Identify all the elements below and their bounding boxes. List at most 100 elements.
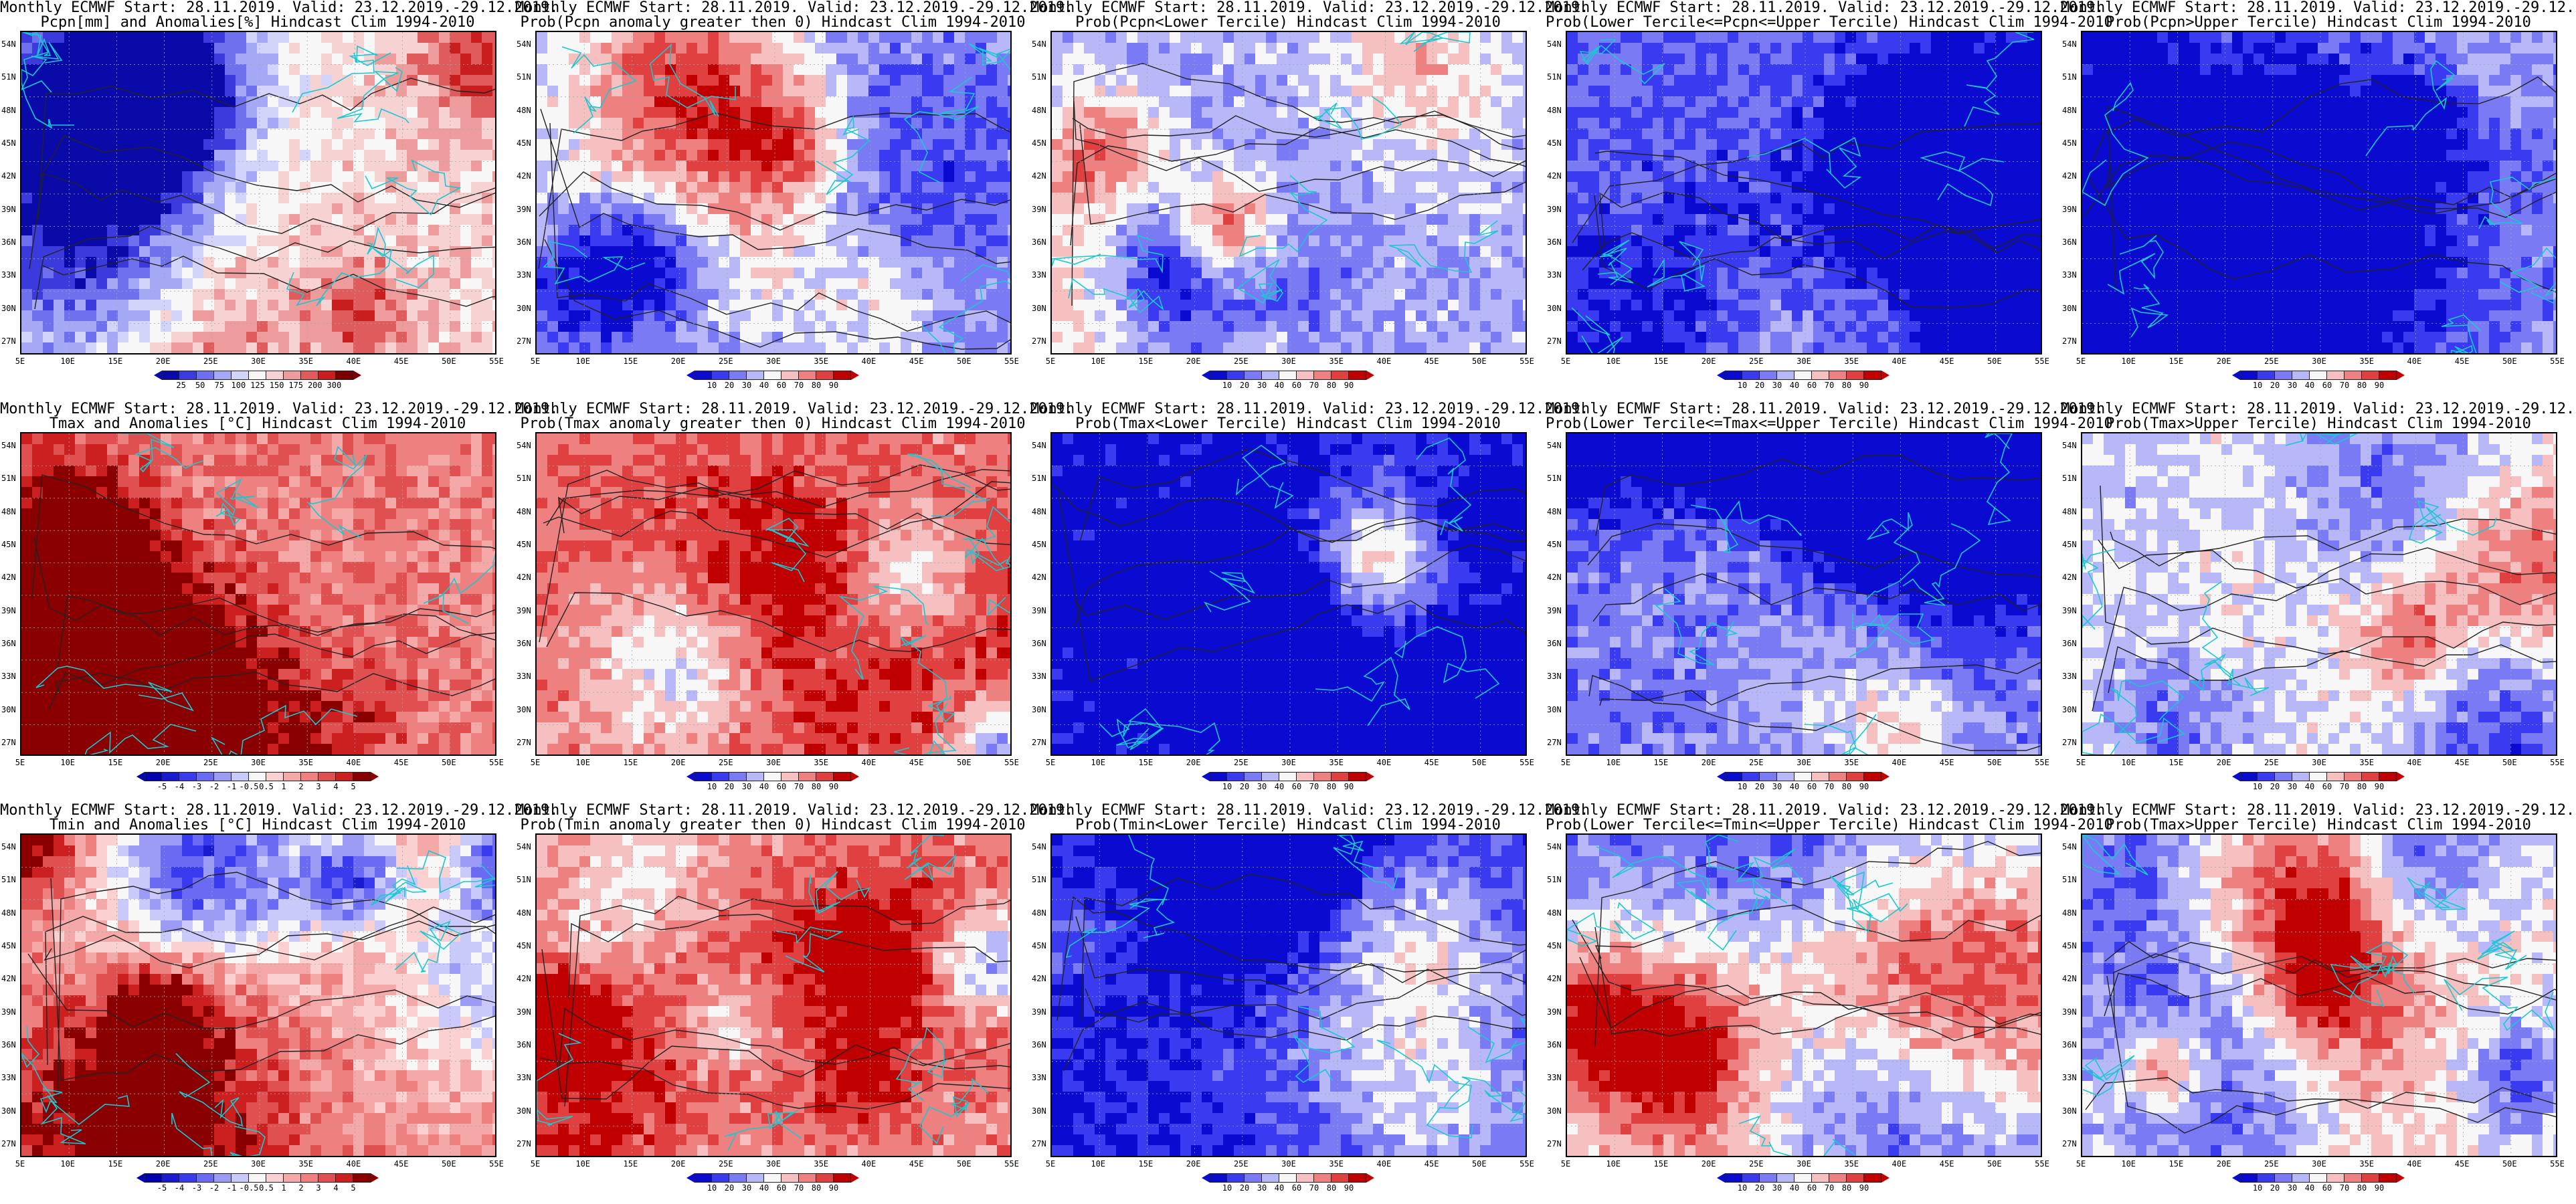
- lat-tick-label: 48N: [2062, 508, 2077, 516]
- lon-tick-label: 25E: [2264, 759, 2279, 767]
- lat-tick-label: 51N: [517, 474, 531, 482]
- lat-tick-label: 42N: [517, 573, 531, 581]
- lon-tick-label: 25E: [2264, 1160, 2279, 1168]
- lon-tick-label: 40E: [347, 1160, 361, 1168]
- colorbar-label: 60: [1292, 783, 1301, 791]
- lon-tick-label: 15E: [1139, 357, 1154, 365]
- lat-tick-label: 45N: [517, 139, 531, 147]
- colorbar-swatch: [2327, 371, 2344, 380]
- colorbar-label: -5: [157, 1184, 167, 1192]
- lon-tick-label: 35E: [814, 1160, 828, 1168]
- colorbar-swatch: [214, 772, 232, 781]
- colorbar-swatch: [1210, 371, 1227, 380]
- lon-tick-label: 50E: [1987, 759, 2002, 767]
- colorbar-label: 80: [2357, 381, 2367, 389]
- colorbar-label: 80: [1842, 1184, 1851, 1192]
- colorbar-swatch: [179, 772, 197, 781]
- lat-tick-label: 48N: [517, 508, 531, 516]
- colorbar-swatch: [781, 772, 799, 781]
- lat-tick-label: 42N: [1032, 573, 1046, 581]
- colorbar-label: 3: [316, 783, 320, 791]
- colorbar-label: 30: [2288, 381, 2297, 389]
- colorbar: 10 20 30 40 60 70 80 90: [2232, 1173, 2405, 1192]
- map-field: [1052, 433, 1526, 755]
- lon-tick-label: 5E: [1561, 357, 1570, 365]
- colorbar-swatch: [764, 1173, 781, 1183]
- colorbar-swatch: [2310, 371, 2327, 380]
- panel-title-line2: Prob(Tmax>Upper Tercile) Hindcast Clim 1…: [2061, 416, 2576, 432]
- colorbar-arrow-right: [353, 371, 361, 380]
- colorbar-arrow-right: [851, 371, 859, 380]
- lon-tick-label: 30E: [251, 759, 266, 767]
- lat-tick-label: 39N: [1, 1008, 16, 1016]
- colorbar-swatch: [197, 1173, 214, 1183]
- colorbar-label: 90: [1344, 381, 1354, 389]
- colorbar-swatch: [1760, 1173, 1777, 1183]
- lon-tick-label: 25E: [1234, 357, 1249, 365]
- panel-title-line2: Prob(Tmin<Lower Tercile) Hindcast Clim 1…: [1030, 817, 1546, 833]
- lon-tick-label: 20E: [1186, 357, 1201, 365]
- lat-tick-label: 45N: [517, 540, 531, 548]
- colorbar-label: 90: [1344, 1184, 1354, 1192]
- panel-title-line1: Monthly ECMWF Start: 28.11.2019. Valid: …: [2061, 803, 2576, 819]
- lat-tick-label: 30N: [1, 304, 16, 312]
- colorbar: 10 20 30 40 60 70 80 90: [1717, 371, 1890, 389]
- lon-tick-label: 45E: [394, 357, 409, 365]
- lon-tick-label: 30E: [1281, 357, 1296, 365]
- colorbar-swatch: [318, 1173, 336, 1183]
- colorbar-swatch: [1314, 371, 1331, 380]
- lon-tick-label: 50E: [1472, 357, 1487, 365]
- colorbar-swatch: [695, 772, 712, 781]
- lon-tick-label: 25E: [719, 759, 733, 767]
- lon-tick-label: 35E: [1329, 759, 1344, 767]
- lat-tick-label: 36N: [1032, 238, 1046, 246]
- colorbar-swatch: [1742, 1173, 1760, 1183]
- lon-tick-label: 10E: [1091, 1160, 1105, 1168]
- lat-tick-label: 48N: [1, 106, 16, 114]
- colorbar-label: 30: [1257, 381, 1267, 389]
- lon-tick-label: 45E: [909, 759, 924, 767]
- colorbar-label: 40: [1275, 1184, 1284, 1192]
- lon-tick-label: 45E: [1940, 357, 1954, 365]
- lat-tick-label: 42N: [517, 172, 531, 180]
- colorbar-swatch: [2362, 772, 2379, 781]
- lat-tick-label: 27N: [1, 337, 16, 345]
- lat-tick-label: 42N: [2062, 573, 2077, 581]
- panel-title-line1: Monthly ECMWF Start: 28.11.2019. Valid: …: [0, 803, 558, 819]
- lon-tick-label: 20E: [1186, 1160, 1201, 1168]
- colorbar-swatch: [2240, 1173, 2258, 1183]
- colorbar-swatch: [1847, 1173, 1864, 1183]
- lon-tick-label: 25E: [719, 357, 733, 365]
- colorbar-swatch: [301, 371, 318, 380]
- colorbar-arrow-left: [1202, 371, 1210, 380]
- colorbar-label: 80: [2357, 783, 2367, 791]
- lat-tick-label: 30N: [2062, 1107, 2077, 1115]
- lon-tick-label: 55E: [489, 357, 504, 365]
- lat-tick-label: 48N: [1, 508, 16, 516]
- colorbar-label: -4: [175, 783, 184, 791]
- lon-tick-label: 45E: [1940, 759, 1954, 767]
- colorbar-swatch: [232, 1173, 249, 1183]
- colorbar-arrow-right: [1881, 1173, 1890, 1183]
- colorbar-label: 1: [281, 1184, 286, 1192]
- colorbar-label: 100: [232, 381, 246, 389]
- lat-tick-label: 30N: [1032, 304, 1046, 312]
- lat-tick-label: 48N: [1547, 508, 1562, 516]
- lon-tick-label: 5E: [1046, 759, 1055, 767]
- map-field: [2082, 835, 2556, 1156]
- lon-tick-label: 10E: [1091, 357, 1105, 365]
- colorbar-swatch: [145, 772, 162, 781]
- lat-tick-label: 54N: [517, 40, 531, 48]
- lon-tick-label: 15E: [2169, 357, 2184, 365]
- colorbar-swatch: [781, 1173, 799, 1183]
- lon-tick-label: 35E: [298, 1160, 313, 1168]
- lat-tick-label: 27N: [1032, 337, 1046, 345]
- colorbar: 10 20 30 40 60 70 80 90: [686, 772, 859, 791]
- lat-tick-label: 36N: [2062, 238, 2077, 246]
- colorbar-swatch: [2292, 1173, 2310, 1183]
- colorbar-label: 40: [1790, 381, 1799, 389]
- colorbar-swatch: [1742, 371, 1760, 380]
- lat-tick-label: 45N: [1, 139, 16, 147]
- colorbar-label: 60: [1807, 783, 1817, 791]
- colorbar-label: 10: [2253, 783, 2262, 791]
